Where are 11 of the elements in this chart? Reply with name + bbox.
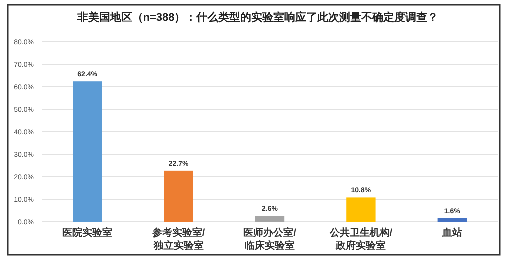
x-tick-label: 医院实验室	[62, 227, 113, 239]
bar	[73, 82, 102, 222]
bar	[346, 198, 376, 222]
chart-title: 非美国地区（n=388）：什么类型的实验室响应了此次测量不确定度调查？	[76, 11, 439, 24]
bar	[255, 216, 285, 222]
x-tick-label: 公共卫生机构/ 政府实验室	[328, 227, 393, 252]
x-tick-label: 医师办公室/ 临床实验室	[244, 227, 297, 252]
x-tick-label: 血站	[441, 227, 462, 239]
bar	[164, 170, 194, 222]
x-tick-label: 参考实验室/ 独立实验室	[151, 227, 206, 252]
bar	[438, 218, 467, 222]
